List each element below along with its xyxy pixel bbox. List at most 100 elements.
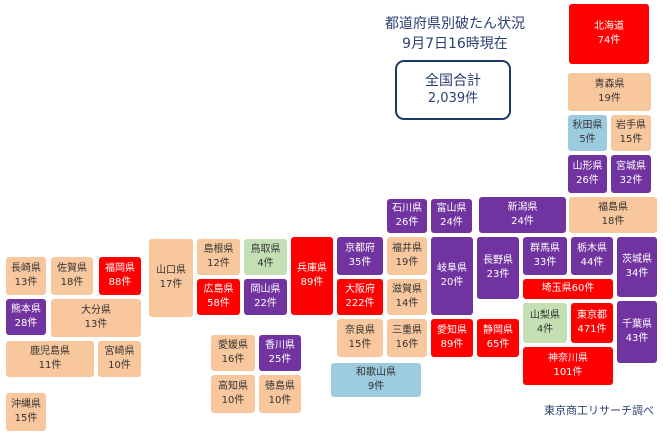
pref-name: 徳島県 <box>265 381 295 392</box>
pref-name: 北海道 <box>594 21 624 32</box>
pref-name: 群馬県 <box>530 243 560 254</box>
pref-name: 千葉県 <box>622 319 652 330</box>
pref-name: 大阪府 <box>345 284 375 295</box>
pref-name: 宮城県 <box>616 161 646 172</box>
pref-name: 福岡県 <box>105 263 135 274</box>
pref-count: 10件 <box>221 395 245 406</box>
pref-count: 22件 <box>254 298 277 309</box>
pref-count: 24件 <box>440 217 463 228</box>
pref-name: 岐阜県 <box>437 263 467 274</box>
pref-name: 熊本県 <box>11 304 41 315</box>
national-total-label: 全国合計 <box>425 73 481 89</box>
pref-count: 44件 <box>580 257 604 268</box>
pref-name: 神奈川県 <box>548 353 588 364</box>
title-timestamp: 9月7日16時現在 <box>402 36 508 52</box>
pref-count: 15件 <box>348 339 372 350</box>
pref-name: 鳥取県 <box>250 244 281 255</box>
pref-yamaguchi: 山口県 17件 <box>148 238 194 318</box>
pref-fukuoka: 福岡県 88件 <box>98 256 142 296</box>
pref-count: 12件 <box>207 258 230 269</box>
pref-count: 4件 <box>536 324 554 335</box>
pref-count: 19件 <box>395 257 419 268</box>
pref-name: 和歌山県 <box>356 367 396 378</box>
pref-shizuoka: 静岡県 65件 <box>476 318 520 358</box>
pref-iwate: 岩手県 15件 <box>610 114 652 152</box>
source-credit: 東京商工リサーチ調べ <box>544 404 654 417</box>
pref-name: 石川県 <box>392 203 422 214</box>
pref-count: 43件 <box>625 333 649 344</box>
pref-nagano: 長野県 23件 <box>476 236 520 300</box>
pref-name: 愛知県 <box>437 325 467 336</box>
pref-count: 16件 <box>221 354 245 365</box>
pref-saitama: 埼玉県 60件 <box>522 278 614 300</box>
pref-name: 佐賀県 <box>57 263 87 274</box>
pref-name: 山形県 <box>572 161 603 172</box>
pref-yamagata: 山形県 26件 <box>567 154 608 194</box>
pref-count: 13件 <box>14 277 38 288</box>
pref-fukushima: 福島県 18件 <box>568 196 658 234</box>
pref-count: 16件 <box>395 339 419 350</box>
pref-ehime: 愛媛県 16件 <box>210 334 256 372</box>
pref-name: 三重県 <box>392 325 422 336</box>
pref-name: 埼玉県 <box>541 283 572 294</box>
pref-fukui: 福井県 19件 <box>386 236 428 276</box>
pref-count: 88件 <box>108 277 132 288</box>
pref-yamanashi: 山梨県 4件 <box>522 302 568 344</box>
pref-count: 5件 <box>579 134 596 145</box>
pref-count: 33件 <box>533 257 557 268</box>
pref-count: 10件 <box>268 395 292 406</box>
pref-name: 大分県 <box>81 305 111 316</box>
pref-count: 18件 <box>60 277 84 288</box>
pref-tokyo: 東京都 471件 <box>570 302 614 344</box>
pref-nagasaki: 長崎県 13件 <box>5 256 47 296</box>
pref-count: 15件 <box>14 413 38 424</box>
pref-count: 17件 <box>159 279 183 290</box>
pref-count: 18件 <box>601 216 625 227</box>
pref-name: 滋賀県 <box>392 284 422 295</box>
pref-kanagawa: 神奈川県 101件 <box>522 346 614 386</box>
pref-name: 兵庫県 <box>297 263 327 274</box>
pref-count: 58件 <box>207 298 230 309</box>
pref-name: 広島県 <box>203 284 234 295</box>
pref-kyoto: 京都府 35件 <box>336 236 384 276</box>
pref-count: 14件 <box>395 298 419 309</box>
pref-name: 長崎県 <box>11 263 41 274</box>
pref-name: 愛媛県 <box>218 340 248 351</box>
pref-name: 山梨県 <box>530 310 560 321</box>
pref-name: 福井県 <box>392 243 422 254</box>
pref-osaka: 大阪府 222件 <box>336 278 384 316</box>
pref-count: 34件 <box>625 268 649 279</box>
pref-count: 15件 <box>619 134 643 145</box>
pref-shimane: 島根県 12件 <box>196 238 241 276</box>
pref-wakayama: 和歌山県 9件 <box>330 362 422 398</box>
pref-name: 高知県 <box>218 381 248 392</box>
pref-gifu: 岐阜県 20件 <box>430 236 474 316</box>
pref-ibaraki: 茨城県 34件 <box>616 236 658 298</box>
pref-hokkaido: 北海道 74件 <box>568 3 650 65</box>
pref-count: 23件 <box>486 269 510 280</box>
pref-count: 471件 <box>577 324 607 335</box>
pref-aomori: 青森県 19件 <box>567 72 652 112</box>
title-line-1: 都道府県別破たん状況 <box>385 16 525 32</box>
pref-kumamoto: 熊本県 28件 <box>5 298 47 336</box>
pref-kagawa: 香川県 25件 <box>258 334 302 372</box>
pref-name: 青森県 <box>594 79 625 90</box>
pref-count: 20件 <box>440 277 464 288</box>
pref-name: 富山県 <box>436 203 467 214</box>
pref-count: 10件 <box>108 360 131 371</box>
pref-name: 茨城県 <box>622 254 652 265</box>
pref-count: 25件 <box>268 354 292 365</box>
pref-name: 岩手県 <box>616 120 646 131</box>
pref-count: 4件 <box>257 258 274 269</box>
pref-count: 11件 <box>38 360 62 371</box>
pref-miyazaki: 宮崎県 10件 <box>97 340 142 378</box>
national-total-value: 2,039件 <box>427 91 479 106</box>
pref-oita: 大分県 13件 <box>50 298 142 338</box>
pref-kochi: 高知県 10件 <box>210 374 256 414</box>
pref-mie: 三重県 16件 <box>386 318 428 358</box>
pref-name: 東京都 <box>577 310 607 321</box>
pref-count: 74件 <box>597 35 621 46</box>
pref-name: 鹿児島県 <box>30 346 70 357</box>
pref-count: 26件 <box>576 175 599 186</box>
pref-toyama: 富山県 24件 <box>430 198 473 234</box>
